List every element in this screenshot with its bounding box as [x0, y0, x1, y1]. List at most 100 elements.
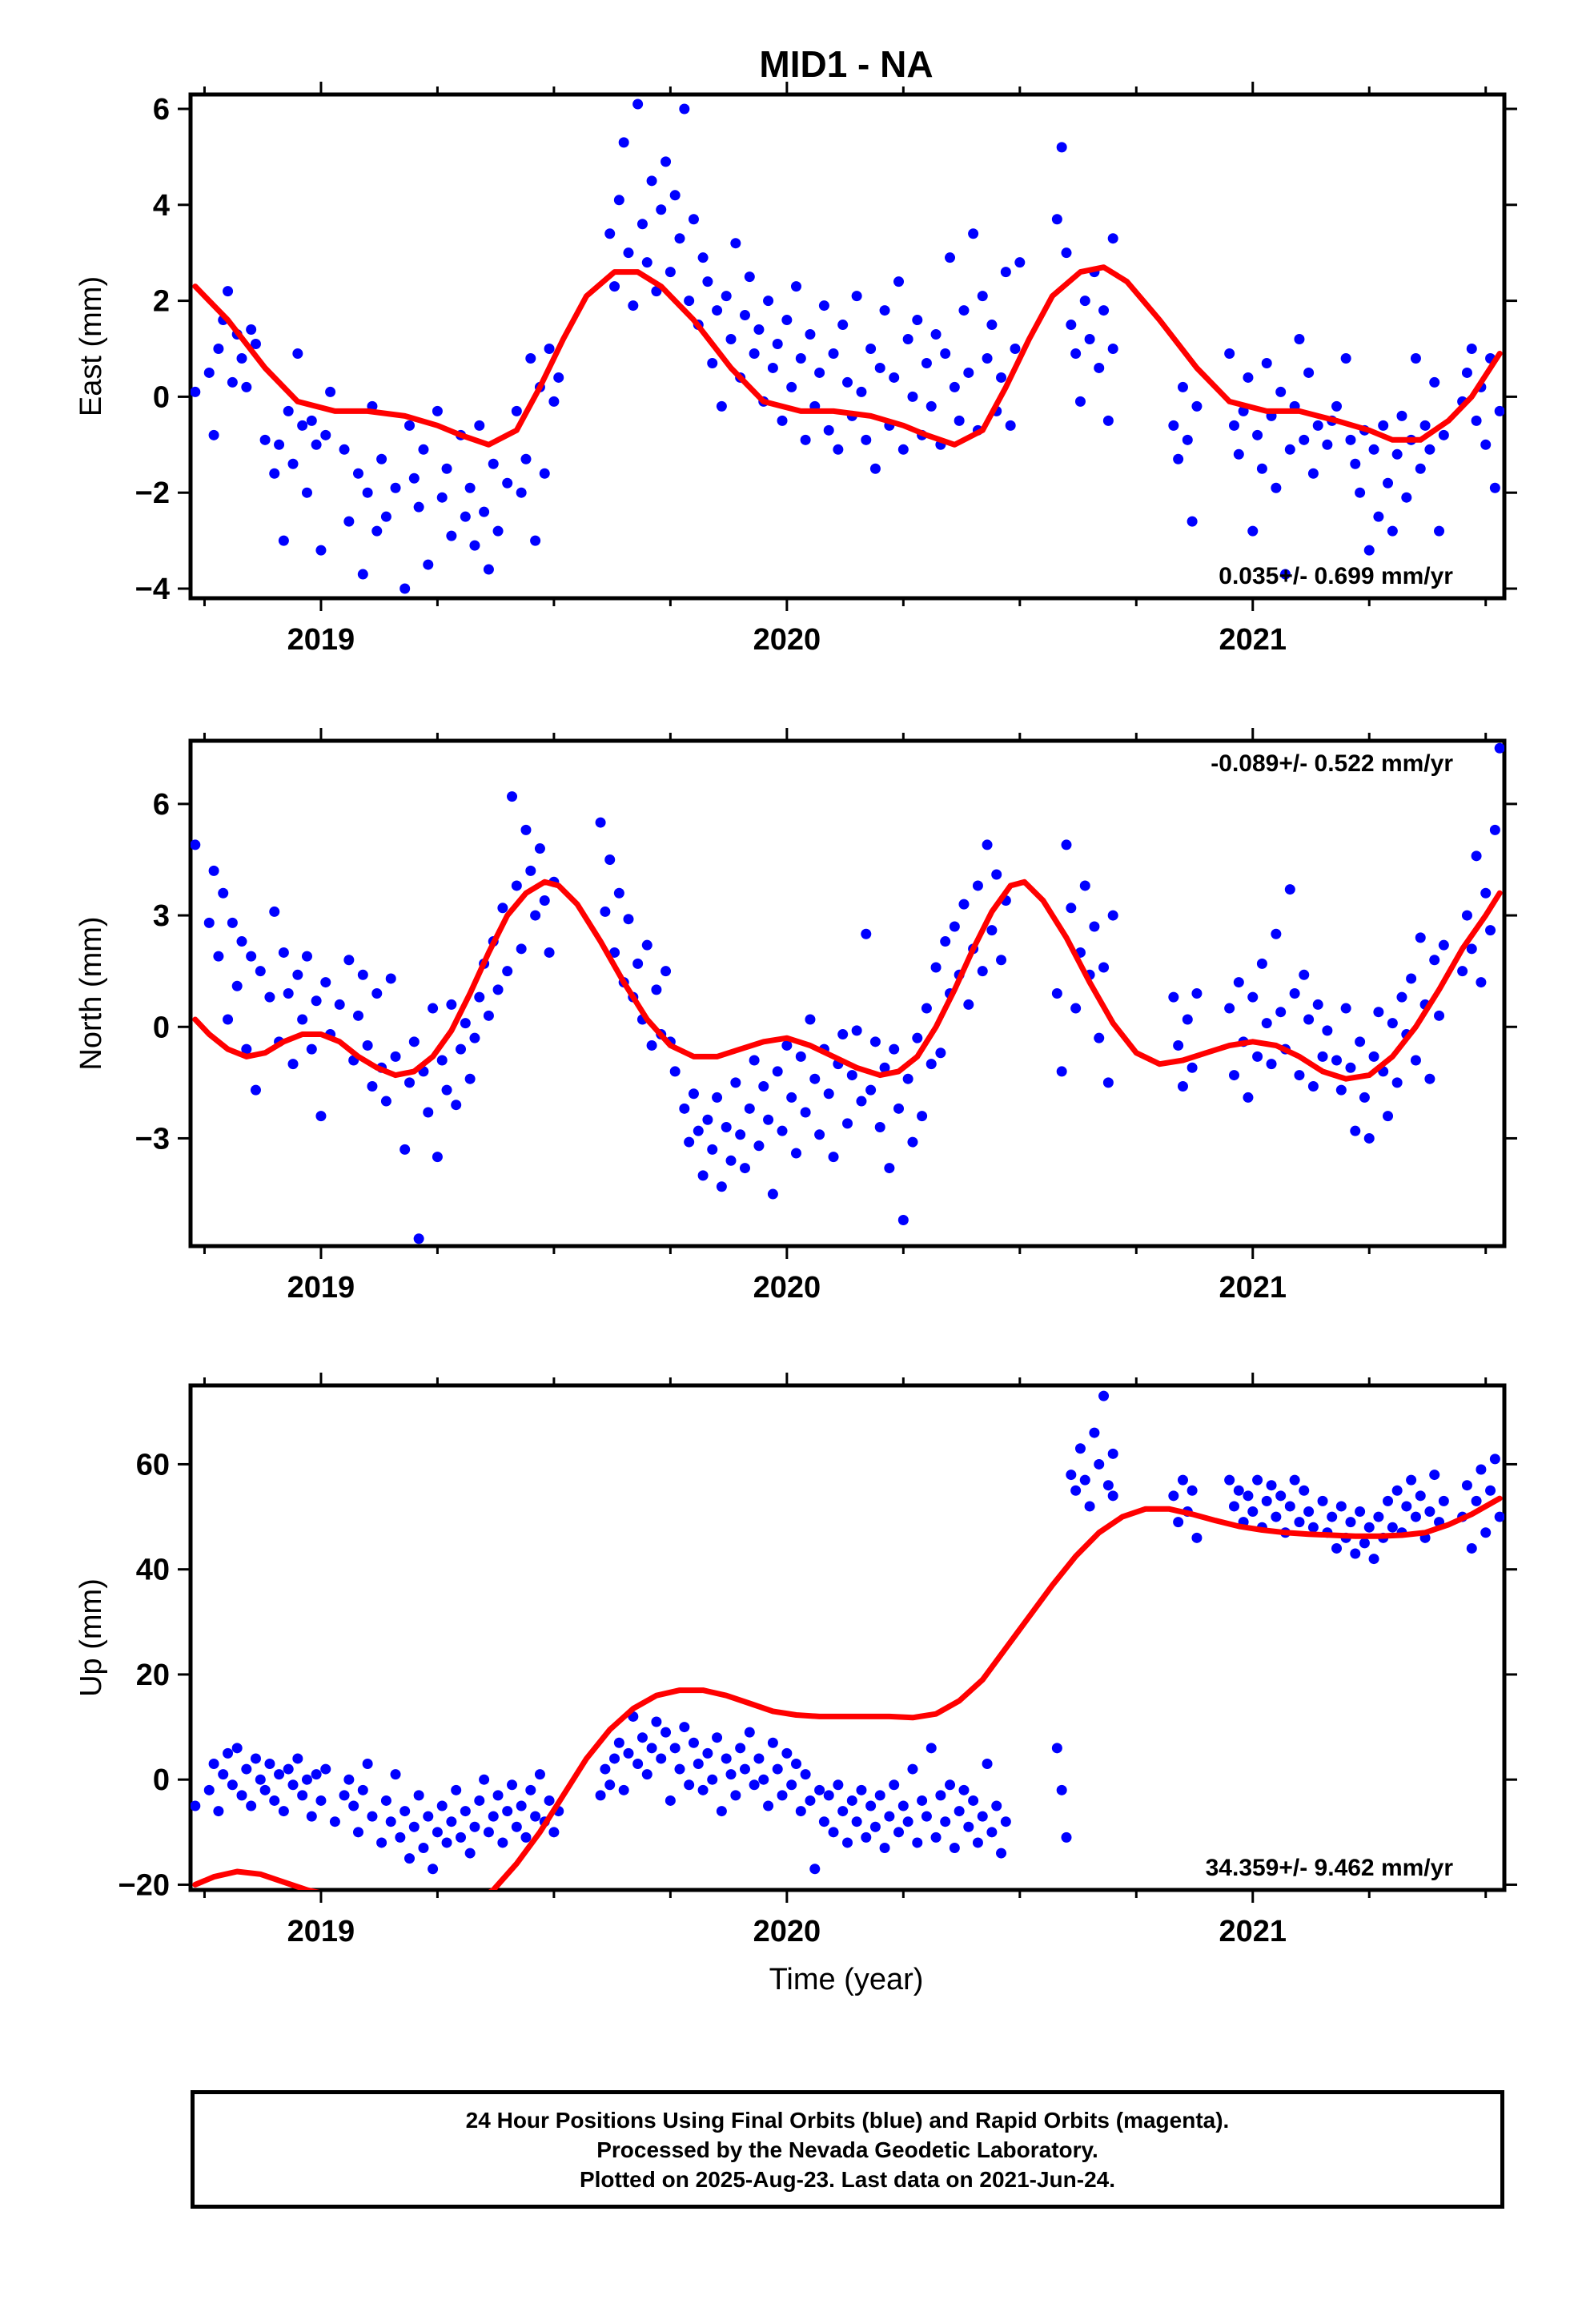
data-point [702, 1114, 713, 1125]
data-point [790, 1148, 801, 1159]
data-point [534, 1769, 545, 1780]
data-point [697, 1170, 709, 1181]
x-axis-label: Time (year) [769, 1963, 924, 1996]
data-point [707, 1144, 718, 1155]
data-point [646, 1039, 657, 1051]
data-point [520, 1831, 532, 1843]
x-tick-label: 2021 [1219, 623, 1287, 657]
data-point [1322, 1025, 1333, 1036]
data-point [674, 233, 685, 244]
data-point [306, 1043, 317, 1055]
data-point [1429, 1470, 1440, 1481]
data-point [511, 880, 522, 891]
data-point [800, 1769, 811, 1780]
data-point [315, 1795, 327, 1806]
data-point [488, 1811, 499, 1822]
data-point [949, 921, 960, 932]
data-point [767, 1188, 778, 1200]
data-point [423, 559, 434, 570]
data-point [1177, 1080, 1188, 1092]
data-point [1419, 420, 1431, 431]
data-point [544, 947, 555, 958]
data-point [912, 315, 923, 326]
data-point [837, 320, 849, 331]
data-point [1094, 1032, 1105, 1043]
data-point [842, 1118, 853, 1129]
data-point [805, 1795, 816, 1806]
x-tick-label: 2019 [287, 1271, 355, 1305]
data-point [380, 511, 391, 522]
data-point [646, 1743, 657, 1754]
data-point [837, 1029, 849, 1040]
data-point [1494, 1511, 1504, 1522]
data-point [721, 291, 732, 302]
data-point [362, 1759, 373, 1769]
data-point [656, 1753, 667, 1764]
data-point [1289, 1474, 1300, 1486]
data-point [456, 1831, 467, 1843]
data-point [1168, 420, 1179, 431]
data-point [1000, 267, 1011, 278]
y-axis-label: North (mm) [74, 916, 108, 1070]
data-point [231, 980, 243, 991]
data-point [1387, 525, 1398, 537]
data-point [339, 1790, 350, 1801]
y-tick-label: 6 [153, 93, 170, 127]
data-point [1107, 233, 1118, 244]
data-point [287, 1059, 299, 1070]
data-point [191, 1800, 201, 1811]
data-point [1480, 1527, 1492, 1538]
data-point [1466, 343, 1477, 354]
data-point [400, 583, 411, 594]
data-point [833, 444, 844, 455]
data-point [1355, 487, 1366, 498]
data-point [1107, 1490, 1118, 1502]
data-point [339, 444, 350, 455]
data-point [902, 334, 913, 345]
data-point [208, 865, 219, 876]
y-tick-label: 4 [153, 189, 170, 223]
data-point [781, 1747, 793, 1759]
data-point [464, 1073, 476, 1084]
plot-frame [188, 92, 1507, 601]
data-point [413, 1233, 424, 1244]
data-point [874, 1790, 885, 1801]
data-point [1089, 921, 1100, 932]
data-point [907, 1763, 918, 1775]
data-point [1429, 955, 1440, 966]
data-point [1186, 516, 1198, 527]
data-point [479, 1774, 490, 1785]
data-point [697, 252, 709, 263]
panel-1: 2019 2020 2021 −4 −2 0 2 4 6 East (mm) 0.035+/- 0.… [74, 82, 1517, 657]
y-tick-label: −20 [118, 1868, 170, 1902]
data-point [1005, 420, 1016, 431]
data-point [921, 357, 932, 368]
data-point [428, 1864, 439, 1875]
y-tick-label: −2 [135, 476, 170, 510]
y-tick-label: 0 [153, 1011, 170, 1044]
data-point [688, 1737, 699, 1748]
data-point [777, 1125, 788, 1136]
data-point [902, 1816, 913, 1827]
data-point [404, 420, 415, 431]
data-point [1233, 977, 1244, 988]
data-point [1173, 453, 1184, 464]
data-point [483, 1010, 494, 1021]
data-point [665, 1795, 676, 1806]
data-point [464, 1848, 476, 1859]
data-point [688, 214, 699, 225]
data-point [609, 947, 620, 958]
footer-line-3: Plotted on 2025-Aug-23. Last data on 202… [579, 2166, 1116, 2192]
data-point [446, 530, 457, 541]
data-point [1457, 966, 1468, 977]
data-point [707, 1774, 718, 1785]
data-point [525, 352, 536, 364]
data-point [940, 936, 951, 947]
data-point [661, 1727, 672, 1738]
data-point [1094, 1458, 1105, 1470]
data-point [1014, 257, 1026, 268]
data-point [292, 969, 303, 980]
data-point [362, 1039, 373, 1051]
data-point [1061, 247, 1072, 259]
data-point [1471, 415, 1482, 426]
